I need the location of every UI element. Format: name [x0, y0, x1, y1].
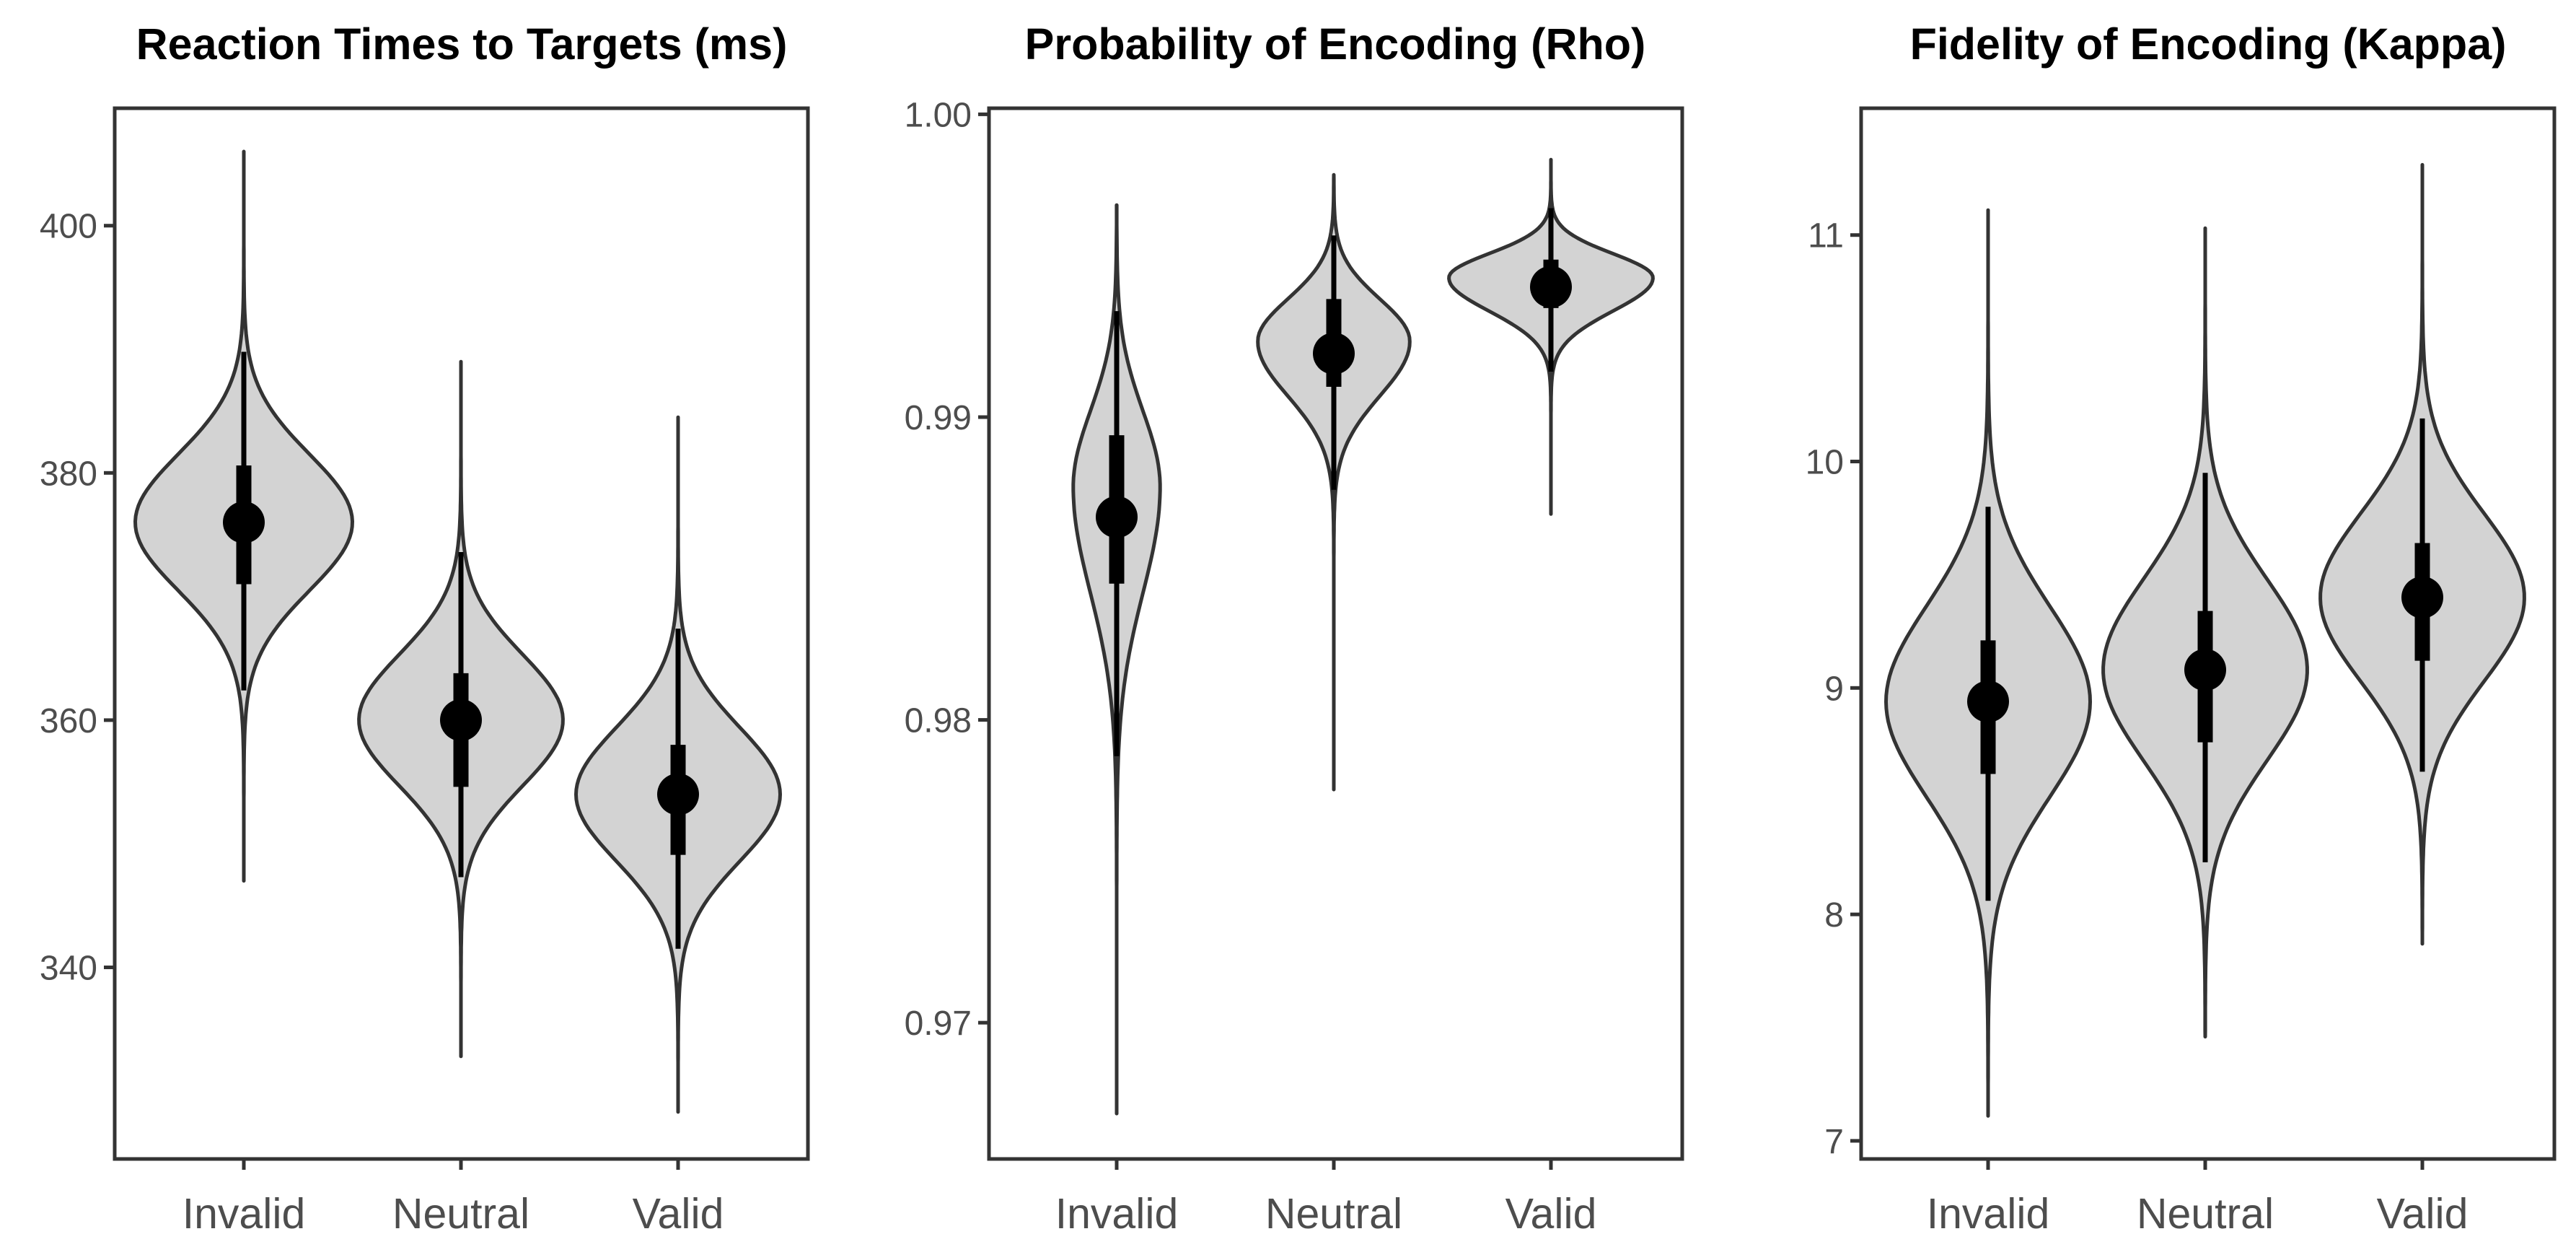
- y-tick-label: 7: [1824, 1123, 1844, 1161]
- x-tick-label-invalid: Invalid: [1055, 1190, 1179, 1238]
- median-point-invalid: [1967, 681, 2009, 723]
- y-tick-label: 0.97: [905, 1005, 972, 1043]
- median-point-neutral: [2184, 649, 2226, 691]
- median-point-valid: [2401, 576, 2443, 618]
- x-tick-label-valid: Valid: [633, 1190, 724, 1238]
- y-tick-label: 9: [1824, 670, 1844, 708]
- median-point-valid: [1530, 266, 1572, 308]
- y-tick-label: 380: [40, 455, 97, 493]
- y-tick-label: 340: [40, 949, 97, 987]
- median-point-invalid: [223, 501, 265, 543]
- y-tick-label: 360: [40, 702, 97, 740]
- x-tick-label-invalid: Invalid: [1927, 1190, 2050, 1238]
- x-tick-label-valid: Valid: [2377, 1190, 2469, 1238]
- x-tick-label-neutral: Neutral: [2137, 1190, 2274, 1238]
- x-tick-label-neutral: Neutral: [392, 1190, 529, 1238]
- panel-reaction-times: Reaction Times to Targets (ms) Invalid Ne…: [40, 19, 810, 1238]
- panel-title: Fidelity of Encoding (Kappa): [1910, 19, 2507, 69]
- median-point-valid: [657, 773, 699, 815]
- y-tick-label: 8: [1824, 896, 1844, 935]
- y-tick-label: 400: [40, 208, 97, 246]
- x-tick-label-valid: Valid: [1505, 1190, 1597, 1238]
- y-tick-label: 10: [1806, 444, 1844, 482]
- y-tick-label: 1.00: [905, 96, 972, 134]
- x-tick-label-invalid: Invalid: [183, 1190, 306, 1238]
- y-tick-label: 0.98: [905, 702, 972, 740]
- panel-probability-rho: Probability of Encoding (Rho) Invalid Neu…: [905, 19, 1684, 1238]
- x-tick-label-neutral: Neutral: [1265, 1190, 1402, 1238]
- panel-title: Reaction Times to Targets (ms): [136, 19, 788, 69]
- median-point-invalid: [1096, 496, 1138, 538]
- panel-border: [1859, 106, 2557, 1161]
- panel-title: Probability of Encoding (Rho): [1025, 19, 1646, 69]
- y-tick-label: 11: [1808, 217, 1844, 255]
- median-point-neutral: [440, 699, 482, 741]
- y-tick-label: 0.99: [905, 399, 972, 437]
- panel-fidelity-kappa: Fidelity of Encoding (Kappa) Invalid Neut…: [1806, 19, 2557, 1238]
- median-point-neutral: [1313, 332, 1355, 375]
